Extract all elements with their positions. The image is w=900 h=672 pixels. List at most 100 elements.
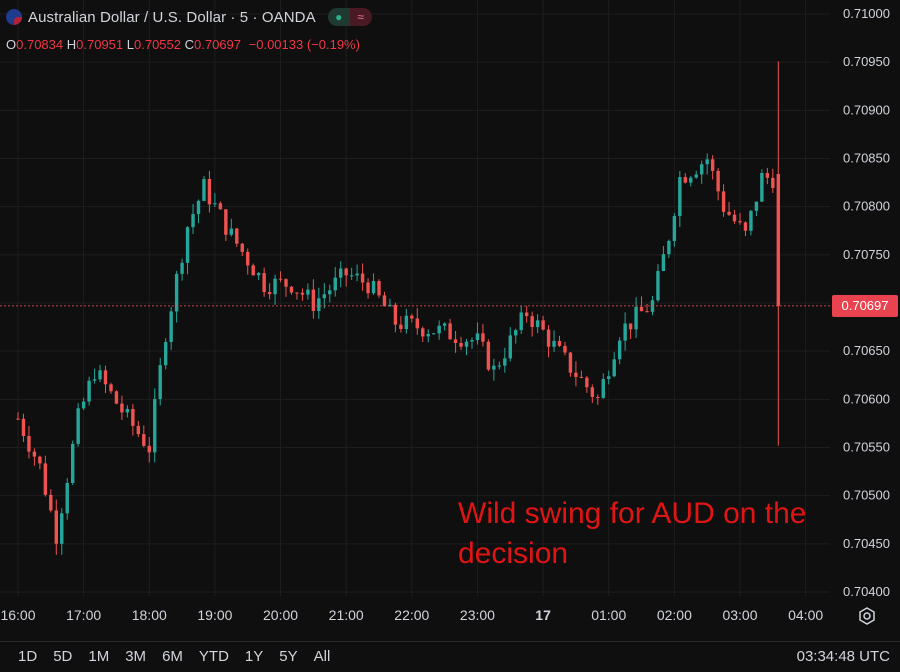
candle-body <box>721 191 726 212</box>
candle-body <box>235 228 239 244</box>
candle-body <box>136 425 141 435</box>
candle-body <box>574 372 578 377</box>
candle-body <box>617 340 622 360</box>
candle-body <box>355 273 359 276</box>
candle-body <box>421 328 425 337</box>
candle-body <box>49 494 53 511</box>
y-tick-label: 0.70500 <box>843 488 890 503</box>
candle-body <box>103 370 108 385</box>
candle-body <box>158 365 162 400</box>
candle-body <box>776 173 780 306</box>
open-value: 0.70834 <box>16 37 64 52</box>
range-button-6m[interactable]: 6M <box>162 648 183 665</box>
y-tick-label: 0.70600 <box>843 391 890 406</box>
candle-body <box>628 323 633 330</box>
candle-body <box>191 214 195 228</box>
candle-body <box>694 174 698 178</box>
candle-body <box>410 315 414 319</box>
candle-body <box>437 325 441 334</box>
utc-clock[interactable]: 03:34:48 UTC <box>796 648 890 665</box>
x-tick-label: 01:00 <box>591 607 626 623</box>
candle-body <box>749 210 753 231</box>
candle-body <box>267 292 272 295</box>
candle-body <box>426 333 430 337</box>
low-label: L <box>126 37 134 52</box>
candle-body <box>131 408 135 426</box>
y-tick-label: 0.70950 <box>843 54 890 69</box>
candle-body <box>251 265 255 276</box>
candle-body <box>689 177 693 183</box>
candle-body <box>732 214 737 222</box>
price-chart[interactable]: 0.71000 0.70950 0.70900 0.70850 0.70800 0.707… <box>0 0 900 641</box>
candle-body <box>464 341 469 347</box>
candle-body <box>760 173 764 202</box>
y-tick-label: 0.70450 <box>843 536 890 551</box>
candle-body <box>546 329 551 347</box>
candle-body <box>278 278 283 280</box>
candle-body <box>590 387 595 397</box>
candle-body <box>333 277 337 291</box>
range-button-5y[interactable]: 5Y <box>279 648 298 665</box>
candle-body <box>81 401 86 409</box>
candle-body <box>399 324 403 329</box>
candle-body <box>475 333 480 341</box>
range-button-1m[interactable]: 1M <box>88 648 110 665</box>
candle-body <box>289 286 294 293</box>
price-axis: 0.71000 0.70950 0.70900 0.70850 0.70800 0.707… <box>843 6 890 599</box>
time-axis: 16:00 17:00 18:00 19:00 20:00 21:00 22:00 23:00… <box>0 607 823 623</box>
symbol-title[interactable]: Australian Dollar / U.S. Dollar · 5 · OA… <box>28 8 316 26</box>
candle-body <box>196 200 201 215</box>
candle-body <box>142 434 146 446</box>
candle-body <box>38 456 42 464</box>
candle-body <box>596 396 600 398</box>
candle-body <box>70 443 75 483</box>
y-tick-label: 0.71000 <box>843 6 890 21</box>
candle-body <box>43 463 48 495</box>
x-tick-label: 17 <box>535 607 551 623</box>
dot-icon[interactable]: ● <box>327 8 350 26</box>
range-button-1y[interactable]: 1Y <box>244 648 264 665</box>
x-tick-label: 02:00 <box>657 607 692 623</box>
candle-body <box>273 278 277 295</box>
settings-icon[interactable] <box>856 605 878 627</box>
candle-body <box>754 201 759 211</box>
candle-body <box>185 227 190 263</box>
candle-body <box>169 311 173 342</box>
candle-body <box>21 418 26 437</box>
candle-body <box>60 513 64 544</box>
wave-icon[interactable]: ≈ <box>349 8 372 26</box>
candle-body <box>246 251 250 266</box>
candle-body <box>667 240 671 255</box>
candle-body <box>716 170 720 192</box>
high-label: H <box>66 37 77 52</box>
range-selector: 1D 5D 1M 3M 6M YTD 1Y 5Y All <box>18 648 346 665</box>
candle-body <box>339 268 343 278</box>
candle-body <box>503 358 507 366</box>
x-tick-label: 22:00 <box>394 607 429 623</box>
symbol-header: Australian Dollar / U.S. Dollar · 5 · OA… <box>6 8 372 26</box>
range-button-1d[interactable]: 1D <box>18 648 38 665</box>
range-button-all[interactable]: All <box>313 648 331 665</box>
candle-body <box>727 211 731 215</box>
range-button-ytd[interactable]: YTD <box>198 648 229 665</box>
range-button-3m[interactable]: 3M <box>125 648 147 665</box>
candle-body <box>765 173 770 178</box>
candle-body <box>492 365 496 370</box>
candles <box>16 61 780 555</box>
ohlc-legend: O0.70834 H0.70951 L0.70552 C0.70697 −0.0… <box>6 37 360 52</box>
candle-body <box>344 268 348 276</box>
candle-body <box>377 281 381 296</box>
candle-body <box>262 273 266 293</box>
range-button-5d[interactable]: 5D <box>53 648 73 665</box>
candle-body <box>710 159 715 171</box>
candle-body <box>519 312 523 331</box>
status-pills[interactable]: ● ≈ <box>327 8 372 26</box>
candle-body <box>349 275 354 277</box>
candle-body <box>459 343 463 347</box>
candle-body <box>295 292 299 294</box>
x-tick-label: 03:00 <box>722 607 757 623</box>
candle-body <box>656 271 660 301</box>
candle-body <box>771 177 775 189</box>
candle-body <box>76 408 80 444</box>
close-label: C <box>184 37 195 52</box>
